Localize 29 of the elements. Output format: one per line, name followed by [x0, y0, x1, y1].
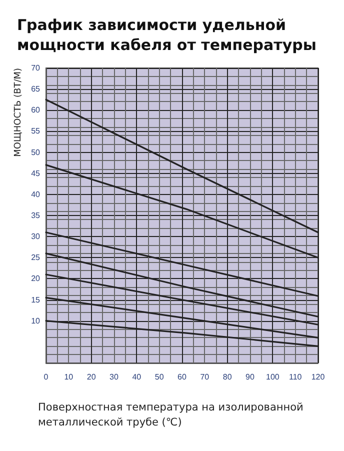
y-tick-label: 40 [31, 190, 41, 199]
x-tick-label: 110 [288, 372, 302, 382]
x-tick-label: 90 [246, 372, 255, 382]
y-tick-label: 65 [31, 84, 41, 94]
x-tick-label: 100 [266, 372, 280, 382]
x-tick-label: 50 [154, 372, 164, 382]
y-tick-label: 15 [31, 295, 41, 304]
x-tick-label: 20 [86, 372, 96, 382]
x-tick-label: 120 [311, 372, 326, 382]
y-tick-label: 45 [31, 168, 41, 178]
y-tick-label: 25 [31, 253, 41, 262]
x-tick-label: 0 [44, 372, 49, 382]
y-axis-title: МОЩНОСТЬ (ВТ/М) [14, 68, 24, 157]
y-tick-label: 10 [31, 316, 41, 326]
x-tick-label: 70 [200, 372, 210, 382]
x-axis-title: Поверхностная температура на изолированной металлической трубе (℃) [38, 402, 304, 428]
y-tick-label: 20 [31, 274, 41, 284]
x-tick-label: 10 [64, 372, 74, 382]
x-tick-label: 30 [110, 372, 119, 382]
x-tick-label: 40 [132, 372, 142, 382]
y-tick-label: 30 [31, 232, 41, 242]
y-tick-label: 35 [31, 211, 41, 220]
x-tick-label: 80 [222, 372, 232, 382]
y-tick-label: 70 [31, 64, 41, 72]
x-tick-label: 60 [178, 372, 187, 382]
y-tick-label: 55 [31, 126, 41, 136]
y-tick-label: 60 [31, 106, 41, 115]
chart-title: График зависимости удельной мощности кабеля от температуры [17, 16, 316, 54]
y-tick-label: 50 [31, 148, 41, 157]
